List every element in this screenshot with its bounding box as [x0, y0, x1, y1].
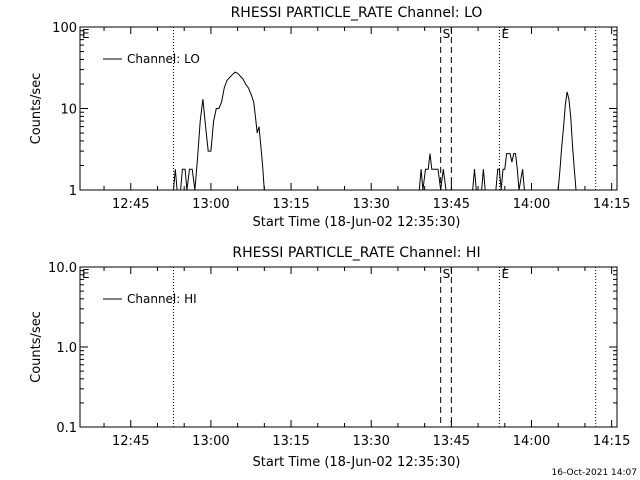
- chart-title: RHESSI PARTICLE_RATE Channel: HI: [232, 245, 480, 261]
- y-axis-label: Counts/sec: [29, 311, 44, 383]
- time-marker-label: S: [443, 27, 451, 41]
- x-axis-label: Start Time (18-Jun-02 12:35:30): [253, 455, 461, 470]
- legend-entry: Channel: LO: [127, 52, 200, 66]
- x-tick-label: 13:00: [192, 434, 229, 449]
- time-marker-label: E: [501, 27, 509, 41]
- time-marker-label: E: [82, 27, 90, 41]
- time-marker-label: E: [82, 267, 90, 281]
- footer-timestamp: 16-Oct-2021 14:07: [552, 468, 637, 478]
- x-tick-label: 12:45: [112, 197, 149, 212]
- chart-title: RHESSI PARTICLE_RATE Channel: LO: [231, 5, 483, 21]
- x-tick-label: 14:00: [513, 197, 550, 212]
- legend-entry: Channel: HI: [127, 292, 197, 306]
- lo-channel-panel: RHESSI PARTICLE_RATE Channel: LO 12:45 13:…: [29, 5, 630, 230]
- x-tick-label: 13:45: [433, 197, 470, 212]
- hi-channel-panel: RHESSI PARTICLE_RATE Channel: HI 12:45 13:…: [29, 245, 630, 470]
- x-tick-label: 12:45: [112, 434, 149, 449]
- x-tick-label: 13:15: [272, 434, 309, 449]
- x-tick-label: 13:45: [433, 434, 470, 449]
- x-tick-label: 14:00: [513, 434, 550, 449]
- y-tick-label: 1: [69, 184, 77, 199]
- y-tick-label: 0.1: [56, 421, 77, 436]
- time-marker-label: E: [501, 267, 509, 281]
- x-tick-label: 13:15: [272, 197, 309, 212]
- x-tick-label: 14:15: [593, 197, 630, 212]
- plot-frame: [79, 266, 618, 428]
- x-tick-label: 13:30: [352, 434, 389, 449]
- y-tick-label: 10: [60, 103, 77, 118]
- x-tick-label: 14:15: [593, 434, 630, 449]
- y-tick-label: 10.0: [48, 261, 77, 276]
- y-tick-label: 100: [52, 21, 77, 36]
- y-tick-label: 1.0: [56, 341, 77, 356]
- y-axis-label: Counts/sec: [29, 73, 44, 145]
- x-tick-label: 13:30: [352, 197, 389, 212]
- series-line: [173, 71, 577, 191]
- time-marker-label: S: [443, 267, 451, 281]
- x-axis-label: Start Time (18-Jun-02 12:35:30): [253, 215, 461, 230]
- x-tick-label: 13:00: [192, 197, 229, 212]
